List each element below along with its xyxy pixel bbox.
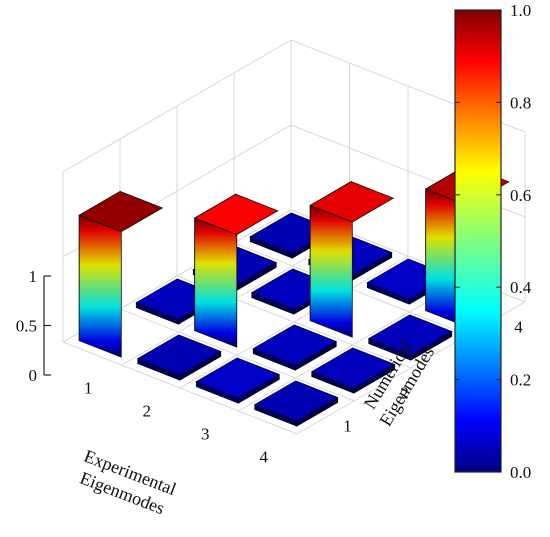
bar-layer <box>78 164 510 427</box>
x-axis-title: ExperimentalEigenmodes <box>73 446 179 520</box>
bar-cell-4-3 <box>368 314 453 361</box>
y-tick-label: 4 <box>514 318 523 337</box>
bar-cell-1-1 <box>78 190 164 358</box>
bar-cell-3-2 <box>252 324 337 371</box>
z-axis: 00.51 <box>16 267 51 385</box>
grid-line <box>179 255 409 389</box>
bar-top <box>309 181 395 223</box>
x-tick-label: 3 <box>201 425 210 444</box>
z-tick-label: 0.5 <box>16 317 37 336</box>
bar-cell-3-1 <box>195 357 280 404</box>
tile-top <box>195 357 280 399</box>
z-tick-label: 0 <box>29 366 38 385</box>
x-tick-label: 2 <box>143 402 152 421</box>
bar-top <box>193 193 279 235</box>
colorbar-tick-label: 0.6 <box>510 186 531 205</box>
y-tick-label: 2 <box>400 384 409 403</box>
colorbar-frame <box>454 9 502 473</box>
bar-cell-3-3 <box>309 180 395 338</box>
x-tick-label: 4 <box>260 448 269 467</box>
colorbar-tick-label: 0.0 <box>510 463 531 482</box>
bar-cell-4-2 <box>311 347 396 394</box>
bar-side-shade <box>310 205 353 338</box>
tile-top <box>254 380 339 422</box>
y-tick-label: 1 <box>343 417 352 436</box>
tile-top <box>368 314 453 356</box>
colorbar-tick-label: 1.0 <box>510 1 531 20</box>
tile-top <box>137 334 222 376</box>
z-tick-label: 1 <box>29 267 38 286</box>
colorbar-gradient <box>455 10 501 472</box>
bar-top <box>78 190 164 233</box>
tile-top <box>311 347 396 389</box>
bar-cell-4-1 <box>254 380 339 427</box>
bar-side-shade <box>79 215 122 358</box>
colorbar-tick-label: 0.4 <box>510 278 532 297</box>
bar-side-shade <box>194 218 237 348</box>
tile-top <box>252 324 337 366</box>
colorbar-tick-label: 0.2 <box>510 371 531 390</box>
bar-cell-2-2 <box>193 193 279 348</box>
x-tick-label: 1 <box>84 379 93 398</box>
colorbar-tick-label: 0.8 <box>510 93 531 112</box>
bar-cell-2-1 <box>137 334 222 381</box>
colorbar: 0.0 0.2 0.4 0.6 0.8 1.0 <box>454 1 532 482</box>
